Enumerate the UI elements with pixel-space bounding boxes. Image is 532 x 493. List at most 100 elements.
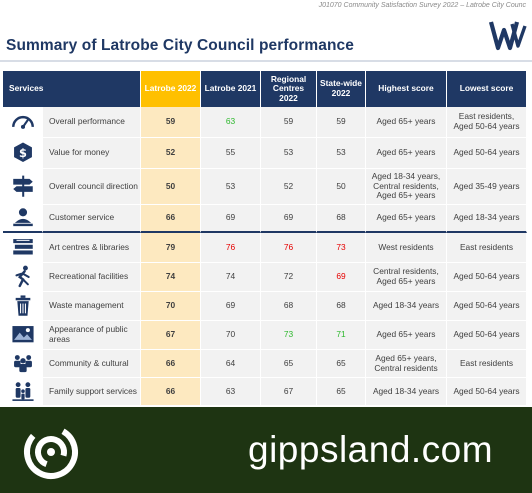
dollar-icon: $	[13, 142, 32, 162]
statewide-score: 65	[317, 378, 366, 406]
statewide-score: 68	[317, 205, 366, 233]
table-row: $ Value for money 52 55 53 53 Aged 65+ years Ag…	[3, 138, 527, 169]
footer-banner: gippsland.com	[0, 407, 532, 493]
page-title: Summary of Latrobe City Council performa…	[6, 37, 354, 54]
row-icon-cell: $	[3, 138, 43, 169]
column-header-lowest-score: Lowest score	[447, 71, 527, 107]
latrobe-2022-score: 79	[141, 233, 201, 263]
highest-score-group: Aged 18-34 years	[366, 292, 447, 321]
jws-logo	[488, 21, 527, 51]
speedometer-icon	[11, 115, 34, 129]
highest-score-group: West residents	[366, 233, 447, 263]
highest-score-group: Aged 18-34 years	[366, 378, 447, 406]
lowest-score-group: Aged 50-64 years	[447, 378, 527, 406]
service-name: Family support services	[43, 378, 141, 406]
column-header-latrobe-2022: Latrobe 2022	[141, 71, 201, 107]
signpost-icon	[12, 175, 33, 197]
regional-centres-score: 52	[261, 169, 317, 205]
table-header-row: Services Latrobe 2022 Latrobe 2021 Regio…	[3, 71, 527, 107]
table-row: Recreational facilities 74 74 72 69 Central r…	[3, 263, 527, 292]
lowest-score-group: East residents, Aged 50-64 years	[447, 107, 527, 138]
latrobe-2021-score: 76	[201, 233, 261, 263]
regional-centres-score: 59	[261, 107, 317, 138]
service-name: Customer service	[43, 205, 141, 233]
bin-icon	[15, 295, 30, 316]
table-row: Waste management 70 69 68 68 Aged 18-34 years…	[3, 292, 527, 321]
statewide-score: 71	[317, 321, 366, 350]
table-row: Art centres & libraries 79 76 76 73 West resi…	[3, 233, 527, 263]
latrobe-2021-score: 63	[201, 378, 261, 406]
statewide-score: 73	[317, 233, 366, 263]
column-header-highest-score: Highest score	[366, 71, 447, 107]
title-divider	[0, 60, 532, 62]
latrobe-2022-score: 50	[141, 169, 201, 205]
gippsland-swirl-logo-icon	[24, 425, 78, 479]
lowest-score-group: East residents	[447, 350, 527, 378]
latrobe-2022-score: 67	[141, 321, 201, 350]
table-row: Community & cultural 66 64 65 65 Aged 65+ yea…	[3, 350, 527, 378]
lowest-score-group: Aged 18-34 years	[447, 205, 527, 233]
regional-centres-score: 65	[261, 350, 317, 378]
family-icon	[11, 381, 34, 401]
statewide-score: 59	[317, 107, 366, 138]
table-row: Overall council direction 50 53 52 50 Aged 18…	[3, 169, 527, 205]
row-icon-cell	[3, 321, 43, 350]
report-note: J01070 Community Satisfaction Survey 202…	[318, 2, 526, 9]
regional-centres-score: 68	[261, 292, 317, 321]
latrobe-2022-score: 66	[141, 350, 201, 378]
regional-centres-score: 72	[261, 263, 317, 292]
runner-icon	[14, 265, 30, 288]
latrobe-2022-score: 59	[141, 107, 201, 138]
row-icon-cell	[3, 292, 43, 321]
footer-brand-text: gippsland.com	[248, 429, 494, 470]
regional-centres-score: 67	[261, 378, 317, 406]
column-header-services: Services	[3, 71, 141, 107]
column-header-statewide: State-wide 2022	[317, 71, 366, 107]
table-row: Customer service 66 69 69 68 Aged 65+ years Ag…	[3, 205, 527, 233]
service-name: Appearance of public areas	[43, 321, 141, 350]
row-icon-cell	[3, 350, 43, 378]
regional-centres-score: 69	[261, 205, 317, 233]
statewide-score: 65	[317, 350, 366, 378]
highest-score-group: Aged 18-34 years, Central residents, Age…	[366, 169, 447, 205]
svg-text:$: $	[19, 146, 27, 160]
summary-table: Services Latrobe 2022 Latrobe 2021 Regio…	[3, 71, 527, 406]
latrobe-2022-score: 70	[141, 292, 201, 321]
statewide-score: 53	[317, 138, 366, 169]
regional-centres-score: 53	[261, 138, 317, 169]
row-icon-cell	[3, 263, 43, 292]
highest-score-group: Aged 65+ years	[366, 138, 447, 169]
table-row: Overall performance 59 63 59 59 Aged 65+ year…	[3, 107, 527, 138]
highest-score-group: Aged 65+ years, Central residents	[366, 350, 447, 378]
latrobe-2022-score: 66	[141, 378, 201, 406]
lowest-score-group: Aged 50-64 years	[447, 292, 527, 321]
table-row: Appearance of public areas 67 70 73 71 Aged 6…	[3, 321, 527, 350]
latrobe-2021-score: 63	[201, 107, 261, 138]
latrobe-2021-score: 53	[201, 169, 261, 205]
row-icon-cell	[3, 169, 43, 205]
regional-centres-score: 73	[261, 321, 317, 350]
regional-centres-score: 76	[261, 233, 317, 263]
statewide-score: 69	[317, 263, 366, 292]
service-name: Waste management	[43, 292, 141, 321]
highest-score-group: Aged 65+ years	[366, 107, 447, 138]
landscape-icon	[11, 326, 34, 343]
latrobe-2021-score: 69	[201, 292, 261, 321]
service-name: Overall council direction	[43, 169, 141, 205]
highest-score-group: Aged 65+ years	[366, 321, 447, 350]
service-name: Art centres & libraries	[43, 233, 141, 263]
latrobe-2022-score: 52	[141, 138, 201, 169]
lowest-score-group: Aged 50-64 years	[447, 263, 527, 292]
highest-score-group: Aged 65+ years	[366, 205, 447, 233]
latrobe-2022-score: 66	[141, 205, 201, 233]
row-icon-cell	[3, 233, 43, 263]
latrobe-2021-score: 64	[201, 350, 261, 378]
latrobe-2021-score: 55	[201, 138, 261, 169]
latrobe-2021-score: 69	[201, 205, 261, 233]
column-header-regional-centres: Regional Centres 2022	[261, 71, 317, 107]
lowest-score-group: Aged 50-64 years	[447, 321, 527, 350]
row-icon-cell	[3, 378, 43, 406]
service-name: Community & cultural	[43, 350, 141, 378]
latrobe-2021-score: 74	[201, 263, 261, 292]
lowest-score-group: Aged 50-64 years	[447, 138, 527, 169]
